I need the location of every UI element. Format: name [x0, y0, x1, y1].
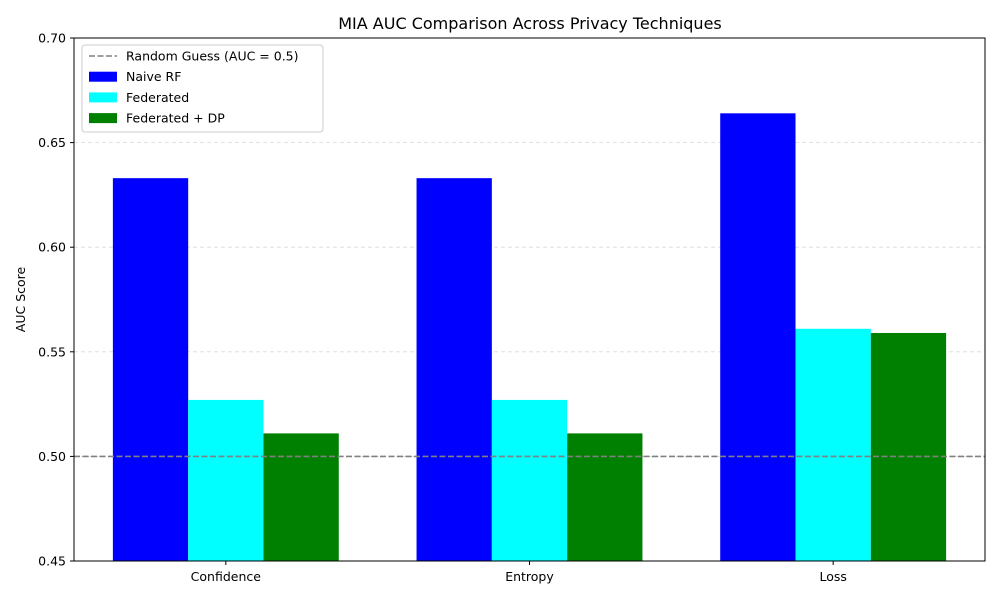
- legend-label: Federated: [126, 90, 189, 105]
- legend-box: [81, 44, 324, 133]
- bar-naive-rf-confidence: [112, 178, 189, 561]
- bar-federated-dp-confidence: [263, 433, 339, 561]
- legend-swatch: [89, 71, 117, 82]
- bar-naive-rf-entropy: [416, 178, 492, 561]
- bars: [112, 113, 947, 561]
- y-axis-ticks: 0.45 0.50 0.55 0.60 0.65 0.70: [38, 31, 74, 569]
- x-tick-label: Confidence: [191, 569, 262, 584]
- y-tick-label: 0.45: [38, 554, 66, 569]
- chart-title: MIA AUC Comparison Across Privacy Techni…: [338, 14, 722, 33]
- y-tick-label: 0.65: [38, 135, 66, 150]
- y-tick-label: 0.60: [38, 240, 66, 255]
- y-tick-label: 0.70: [38, 31, 66, 46]
- legend-swatch: [89, 92, 117, 103]
- bar-federated-loss: [795, 328, 871, 561]
- legend: Random Guess (AUC = 0.5) Naive RF Federate…: [81, 44, 324, 133]
- x-axis-ticks: Confidence Entropy Loss: [191, 561, 847, 584]
- legend-label: Federated + DP: [126, 111, 225, 126]
- y-tick-label: 0.50: [38, 449, 66, 464]
- x-tick-label: Entropy: [505, 569, 554, 584]
- legend-label: Random Guess (AUC = 0.5): [126, 49, 299, 64]
- bar-federated-dp-entropy: [567, 433, 643, 561]
- legend-swatch: [89, 113, 117, 124]
- bar-naive-rf-loss: [720, 113, 796, 561]
- legend-label: Naive RF: [126, 69, 181, 84]
- y-tick-label: 0.55: [38, 344, 66, 359]
- y-axis-label: AUC Score: [13, 266, 28, 332]
- bar-federated-dp-loss: [870, 332, 947, 561]
- bar-federated-entropy: [491, 399, 568, 561]
- bar-federated-confidence: [188, 399, 264, 561]
- x-tick-label: Loss: [819, 569, 846, 584]
